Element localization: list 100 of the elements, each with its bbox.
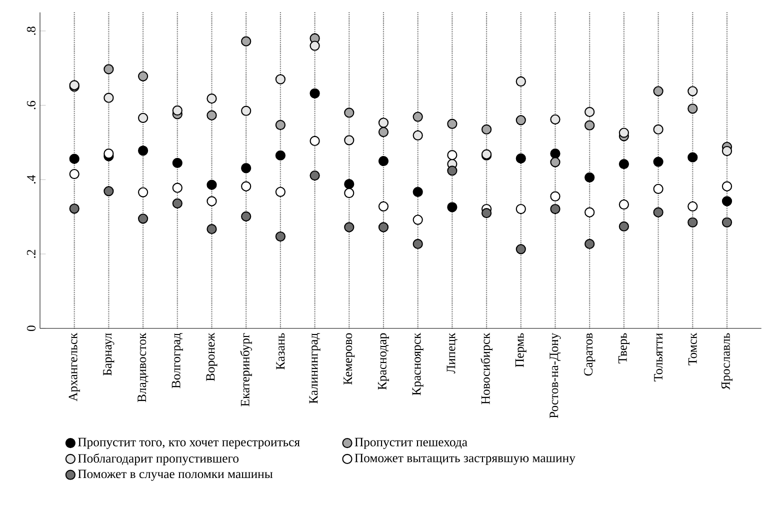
x-tick-label: Липецк (446, 332, 458, 374)
point (584, 120, 595, 130)
point (584, 172, 595, 182)
legend-label: Поблагодарит пропустившего (78, 453, 239, 466)
point (241, 211, 252, 222)
point (275, 120, 286, 130)
x-tick-label: Казань (276, 333, 285, 370)
point (516, 153, 526, 164)
point (722, 196, 732, 206)
point (378, 126, 389, 138)
point (481, 124, 492, 135)
point (412, 238, 423, 250)
y-tick-label: .6 (26, 100, 36, 110)
x-tick-label: Краснодар (378, 333, 389, 390)
point (550, 157, 560, 168)
point (344, 108, 354, 118)
x-tick-label: Томск (688, 332, 697, 366)
legend-label: Пропустит пешехода (354, 438, 468, 449)
point (516, 115, 526, 126)
point (310, 136, 320, 146)
point (653, 156, 664, 167)
x-tick-label: Ростов-на-Дону (550, 332, 561, 418)
point (206, 180, 217, 190)
x-tick-label: Барнаул (103, 333, 114, 376)
point (412, 112, 423, 122)
point (275, 231, 286, 242)
point (688, 86, 698, 96)
point (688, 217, 698, 228)
x-tick-label: Волгоград (172, 333, 183, 388)
point (69, 204, 80, 214)
point (688, 104, 698, 114)
y-tick-label: .2 (26, 250, 36, 258)
x-tick-label: Тольятти (654, 333, 663, 382)
point (550, 148, 560, 159)
point (172, 105, 182, 116)
point (447, 118, 458, 129)
point (618, 221, 630, 232)
point (206, 94, 217, 104)
point (104, 186, 114, 196)
point (688, 152, 698, 162)
x-tick-label: Саратов (584, 333, 596, 376)
point (653, 124, 664, 135)
point (275, 186, 286, 197)
point (618, 128, 630, 138)
point (206, 196, 217, 206)
point (241, 163, 252, 174)
point (104, 92, 114, 103)
point (412, 214, 423, 225)
point (516, 204, 526, 214)
point (447, 150, 458, 160)
point (344, 179, 354, 190)
point (550, 204, 560, 214)
point (138, 146, 148, 156)
point (412, 130, 423, 140)
point (584, 207, 595, 218)
point (344, 135, 354, 146)
point (172, 182, 182, 193)
x-tick-label: Воронеж (206, 332, 218, 382)
point (310, 40, 320, 51)
point (516, 244, 526, 254)
point (618, 199, 630, 210)
point (722, 181, 732, 192)
point (447, 202, 458, 212)
point (618, 158, 630, 170)
point (378, 222, 389, 232)
x-tick-label: Екатеринбург (240, 333, 252, 406)
x-tick-label: Пермь (515, 333, 526, 368)
point (69, 154, 80, 164)
point (378, 156, 389, 166)
point (653, 184, 664, 194)
point (584, 238, 595, 250)
point (310, 88, 320, 98)
point (550, 191, 560, 202)
point (241, 181, 252, 192)
point (241, 36, 252, 46)
x-tick-label: Владивосток (138, 332, 148, 402)
point (104, 148, 114, 159)
point (584, 106, 595, 118)
point (722, 217, 732, 228)
point (344, 222, 354, 232)
point (516, 76, 526, 87)
x-tick-label: Ярославль (721, 333, 732, 390)
y-tick-label: .8 (26, 26, 36, 35)
point (104, 64, 114, 74)
point (138, 112, 148, 123)
point (275, 150, 286, 161)
point (722, 146, 732, 156)
point (378, 201, 389, 212)
point (310, 170, 320, 181)
point (69, 168, 80, 180)
point (206, 224, 217, 234)
point (275, 74, 286, 84)
point (653, 86, 664, 96)
y-tick-label: .4 (26, 175, 36, 184)
legend-label: Поможет в случае поломки машины (78, 470, 273, 481)
point (138, 187, 148, 198)
x-tick-label: Архангельск (68, 332, 80, 402)
point (412, 186, 423, 197)
point (653, 207, 664, 218)
x-tick-label: Красноярск (412, 332, 424, 396)
